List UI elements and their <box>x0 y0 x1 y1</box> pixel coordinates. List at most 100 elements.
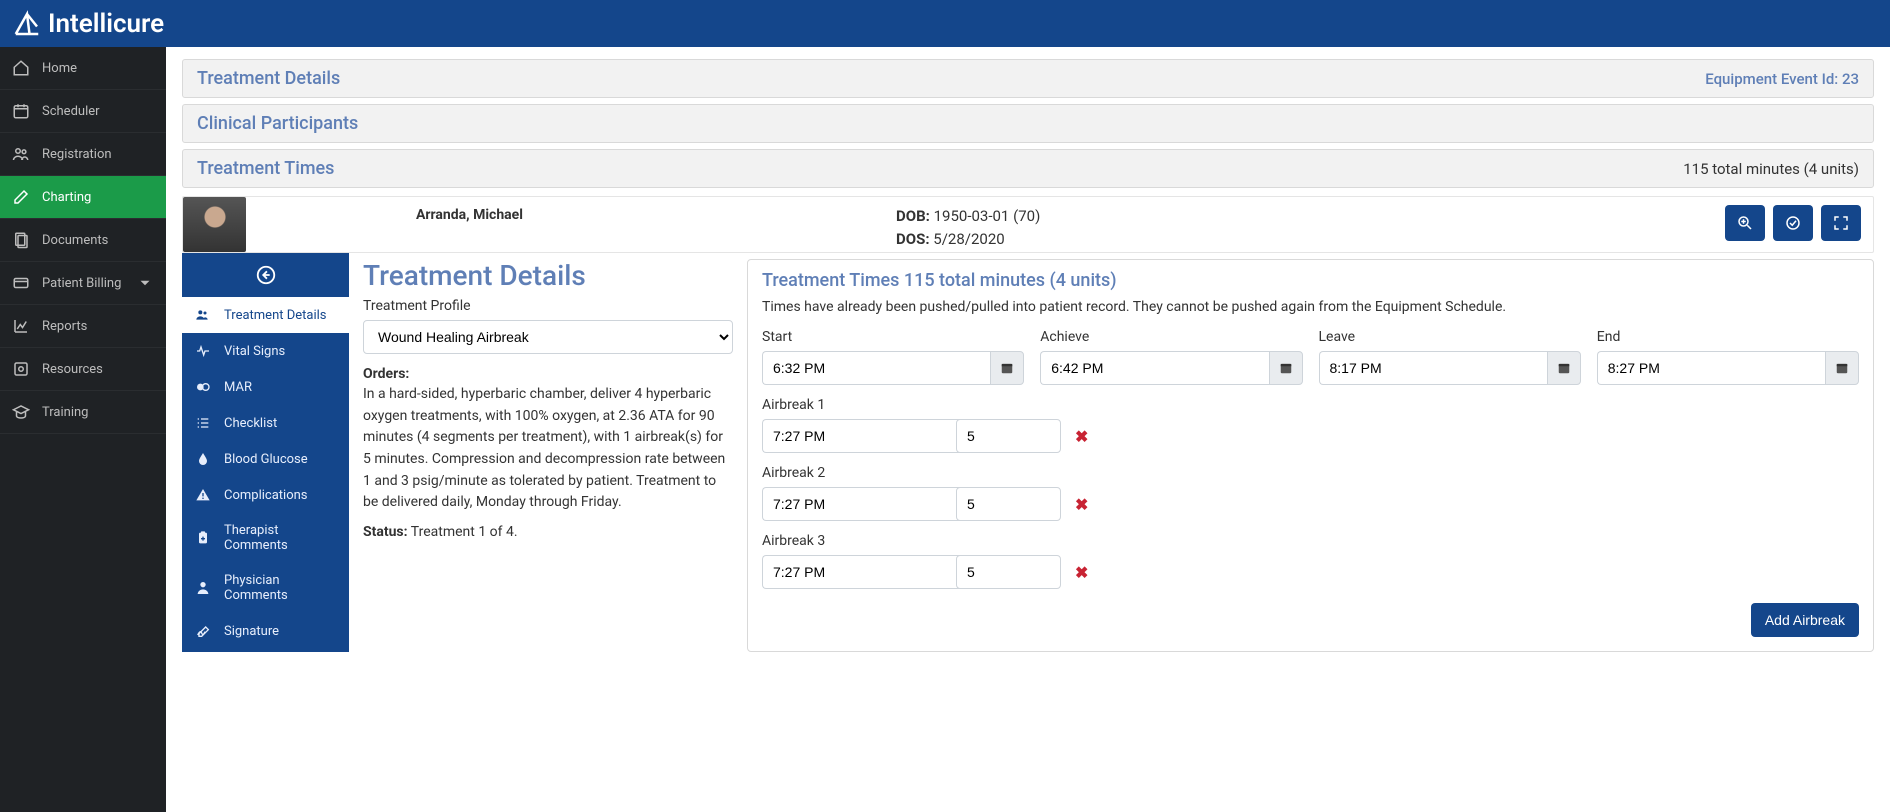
airbreak-row: ✖ <box>762 487 1859 521</box>
topbar: Intellicure <box>0 0 1890 47</box>
subnav-mar[interactable]: MAR <box>182 369 349 405</box>
airbreak-label: Airbreak 2 <box>762 465 1859 481</box>
acc-title: Treatment Times <box>197 158 334 179</box>
airbreak-time-input[interactable] <box>762 487 964 521</box>
subnav-back[interactable] <box>182 253 349 297</box>
nav-charting[interactable]: Charting <box>0 176 166 219</box>
nav-home[interactable]: Home <box>0 47 166 90</box>
users-icon <box>194 307 212 323</box>
nav-label: Patient Billing <box>42 276 121 291</box>
accordion-treatment-details[interactable]: Treatment DetailsEquipment Event Id: 23 <box>182 59 1874 98</box>
airbreak-delete-button[interactable]: ✖ <box>1075 563 1088 582</box>
users-icon <box>12 145 30 163</box>
billing-icon <box>12 274 30 292</box>
subnav-label: Complications <box>224 488 308 503</box>
subnav-label: MAR <box>224 380 252 395</box>
subnav-label: Checklist <box>224 416 277 431</box>
subnav-blood-glucose[interactable]: Blood Glucose <box>182 441 349 477</box>
subnav-therapist-comments[interactable]: Therapist Comments <box>182 513 349 563</box>
airbreak-minutes-input[interactable] <box>956 487 1061 521</box>
start-label: Start <box>762 329 1024 345</box>
achieve-input[interactable] <box>1040 351 1268 385</box>
warning-icon <box>194 487 212 503</box>
zoom-button[interactable] <box>1725 205 1765 241</box>
chart-icon <box>12 317 30 335</box>
patient-avatar <box>183 197 246 252</box>
airbreak-delete-button[interactable]: ✖ <box>1075 495 1088 514</box>
subnav-physician-comments[interactable]: Physician Comments <box>182 563 349 613</box>
pills-icon <box>194 379 212 395</box>
logo-icon <box>12 9 42 39</box>
nav-label: Home <box>42 61 77 76</box>
nav-patient-billing[interactable]: Patient Billing <box>0 262 166 305</box>
nav-reports[interactable]: Reports <box>0 305 166 348</box>
leave-calendar-button[interactable] <box>1547 351 1581 385</box>
list-icon <box>194 415 212 431</box>
airbreak-minutes-input[interactable] <box>956 555 1061 589</box>
dob-value: 1950-03-01 (70) <box>934 207 1041 225</box>
acc-title: Clinical Participants <box>197 113 358 134</box>
status-label: Status: <box>363 524 408 540</box>
start-input[interactable] <box>762 351 990 385</box>
documents-icon <box>12 231 30 249</box>
edit-icon <box>12 188 30 206</box>
airbreak-delete-button[interactable]: ✖ <box>1075 427 1088 446</box>
dob-label: DOB: <box>896 207 930 225</box>
page-title: Treatment Details <box>363 259 733 292</box>
subnav-checklist[interactable]: Checklist <box>182 405 349 441</box>
subnav-complications[interactable]: Complications <box>182 477 349 513</box>
start-calendar-button[interactable] <box>990 351 1024 385</box>
treatment-profile-select[interactable]: Wound Healing Airbreak <box>363 320 733 354</box>
accordion-treatment-times[interactable]: Treatment Times 115 total minutes (4 unit… <box>182 149 1874 188</box>
airbreak-row: ✖ <box>762 555 1859 589</box>
treatment-times-panel: Treatment Times 115 total minutes (4 uni… <box>747 259 1874 652</box>
brand-text: Intellicure <box>48 9 164 39</box>
check-circle-icon <box>1784 214 1802 232</box>
dos-value: 5/28/2020 <box>933 230 1004 248</box>
nav-label: Training <box>42 405 88 420</box>
zoom-in-icon <box>1736 214 1754 232</box>
subnav-label: Signature <box>224 624 279 639</box>
subnav-vital-signs[interactable]: Vital Signs <box>182 333 349 369</box>
calendar-icon <box>1279 361 1293 375</box>
accordion-clinical-participants[interactable]: Clinical Participants <box>182 104 1874 143</box>
subnav-label: Blood Glucose <box>224 452 308 467</box>
patient-name: Arranda, Michael <box>416 207 523 223</box>
orders-label: Orders: <box>363 366 733 382</box>
end-input[interactable] <box>1597 351 1825 385</box>
achieve-label: Achieve <box>1040 329 1302 345</box>
airbreak-minutes-input[interactable] <box>956 419 1061 453</box>
add-airbreak-button[interactable]: Add Airbreak <box>1751 603 1859 637</box>
expand-icon <box>1832 214 1850 232</box>
nav-label: Scheduler <box>42 104 100 119</box>
nav-training[interactable]: Training <box>0 391 166 434</box>
treatment-times-summary: 115 total minutes (4 units) <box>1683 160 1859 178</box>
nav-label: Resources <box>42 362 103 377</box>
equipment-event-id: Equipment Event Id: 23 <box>1705 70 1859 88</box>
calendar-icon <box>12 102 30 120</box>
subnav: Treatment Details Vital Signs MAR Checkl… <box>182 253 349 652</box>
leave-label: Leave <box>1319 329 1581 345</box>
treatment-times-title: Treatment Times 115 total minutes (4 uni… <box>762 270 1859 291</box>
airbreak-time-input[interactable] <box>762 555 964 589</box>
check-button[interactable] <box>1773 205 1813 241</box>
nav-scheduler[interactable]: Scheduler <box>0 90 166 133</box>
end-label: End <box>1597 329 1859 345</box>
end-calendar-button[interactable] <box>1825 351 1859 385</box>
subnav-treatment-details[interactable]: Treatment Details <box>182 297 349 333</box>
nav-registration[interactable]: Registration <box>0 133 166 176</box>
main-sidebar: Home Scheduler Registration Charting Doc… <box>0 47 166 812</box>
resources-icon <box>12 360 30 378</box>
leave-input[interactable] <box>1319 351 1547 385</box>
doctor-icon <box>194 580 212 596</box>
airbreak-time-input[interactable] <box>762 419 964 453</box>
nav-resources[interactable]: Resources <box>0 348 166 391</box>
airbreak-label: Airbreak 1 <box>762 397 1859 413</box>
treatment-profile-label: Treatment Profile <box>363 298 733 314</box>
achieve-calendar-button[interactable] <box>1269 351 1303 385</box>
nav-documents[interactable]: Documents <box>0 219 166 262</box>
home-icon <box>12 59 30 77</box>
brand-logo: Intellicure <box>12 9 164 39</box>
subnav-signature[interactable]: Signature <box>182 613 349 649</box>
fullscreen-button[interactable] <box>1821 205 1861 241</box>
